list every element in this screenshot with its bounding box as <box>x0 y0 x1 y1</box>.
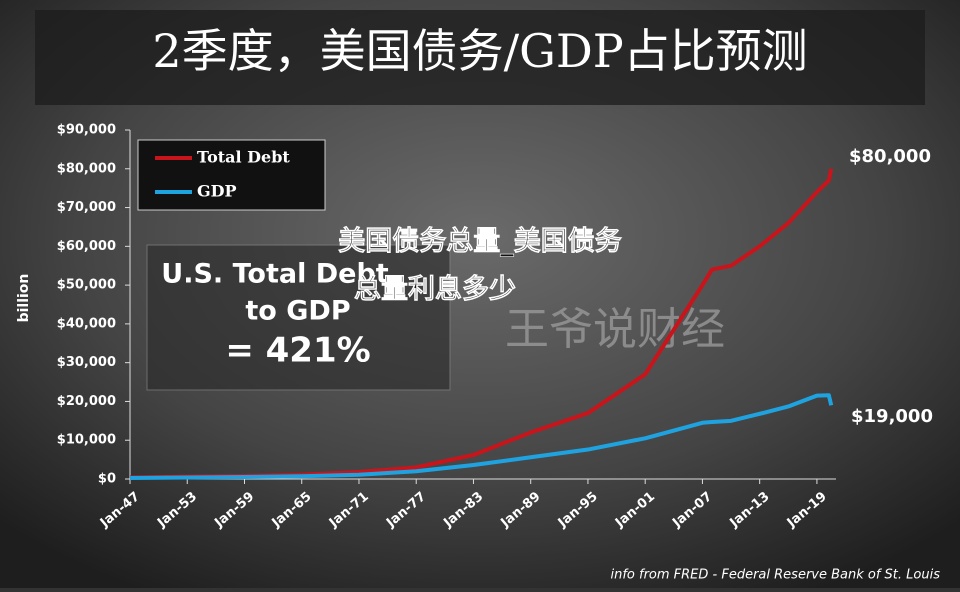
annotation-box <box>146 244 451 391</box>
y-tick-label: $50,000 <box>57 278 116 293</box>
end-label: $80,000 <box>849 146 931 167</box>
y-axis-label: billion <box>16 274 32 323</box>
watermark: 王爷说财经 <box>505 304 725 355</box>
y-tick-label: $10,000 <box>57 433 116 448</box>
overlay-text: 美国债务总量_美国债务总量利息多少 <box>338 225 622 305</box>
series-line <box>129 393 834 481</box>
legend <box>137 139 326 211</box>
y-tick-label: $40,000 <box>57 316 116 331</box>
y-tick-label: $60,000 <box>57 239 116 254</box>
y-tick-label: $70,000 <box>57 200 116 215</box>
end-label: $19,000 <box>851 406 933 427</box>
y-tick-label: $80,000 <box>57 161 116 176</box>
legend-label: Total Debt <box>197 148 290 167</box>
y-tick-label: $30,000 <box>57 355 116 370</box>
y-tick-label: $90,000 <box>57 123 116 138</box>
y-tick-label: $20,000 <box>57 394 116 409</box>
annotation-line: U.S. Total Debt <box>161 259 388 290</box>
y-tick-label: $0 <box>98 472 116 487</box>
chart-title: 2季度，美国债务/GDP占比预测 <box>152 24 807 78</box>
source: info from FRED - Federal Reserve Bank of… <box>610 568 940 583</box>
title-band <box>35 10 925 105</box>
annotation-line: = 421% <box>225 331 370 371</box>
annotation-line: to GDP <box>245 296 350 327</box>
legend-label: GDP <box>197 182 237 201</box>
